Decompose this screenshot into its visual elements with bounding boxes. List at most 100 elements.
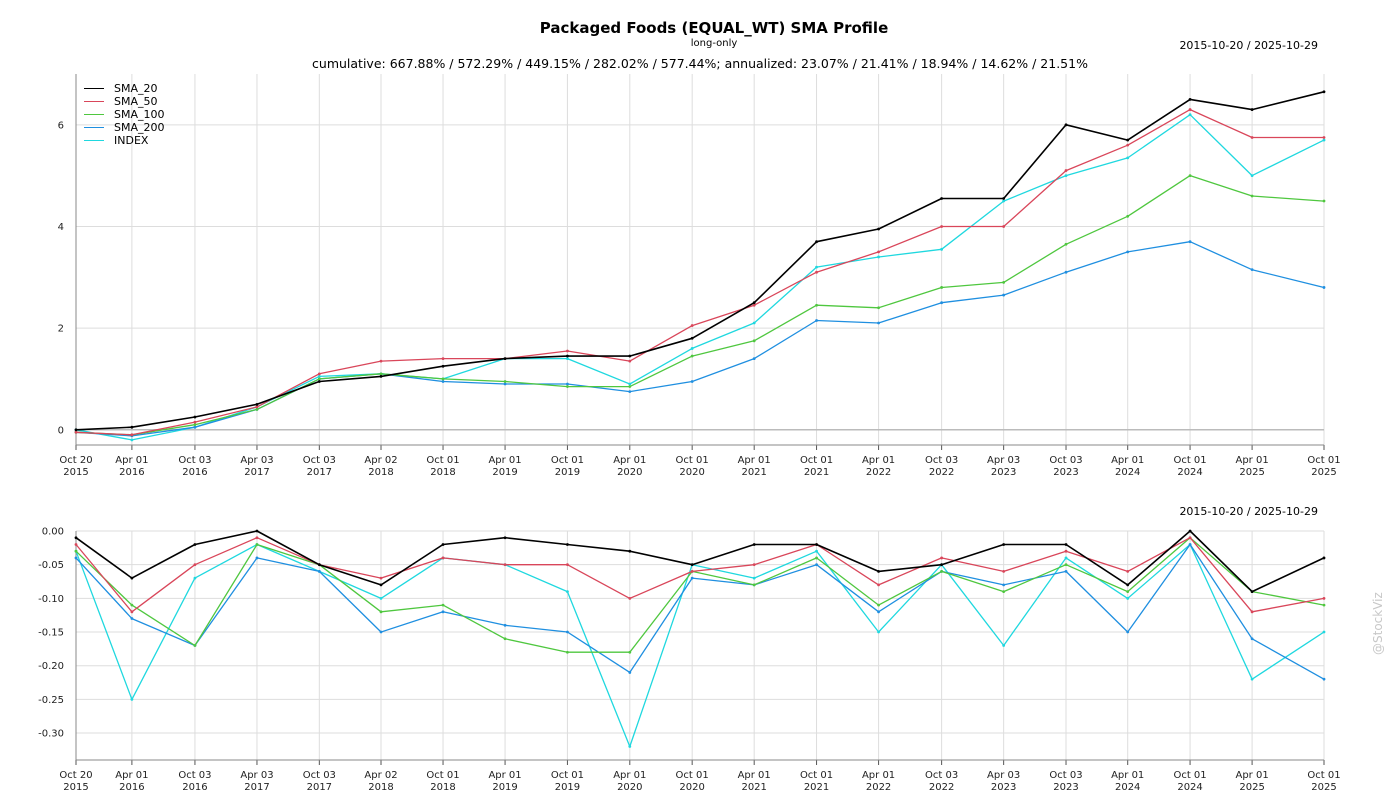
data-point-sma20 — [1002, 543, 1006, 546]
legend-swatch-sma50 — [84, 101, 104, 102]
data-point-sma50 — [1064, 549, 1068, 553]
y-tick-label: -0.30 — [38, 729, 64, 740]
watermark: @StockViz — [1371, 592, 1385, 655]
data-point-index — [1126, 596, 1130, 600]
data-point-sma100 — [1002, 590, 1006, 594]
x-tick-label-year: 2018 — [368, 467, 393, 478]
data-point-sma50 — [877, 250, 880, 254]
legend-item-sma50[interactable]: SMA_50 — [84, 95, 165, 108]
data-point-sma50 — [752, 563, 756, 567]
x-tick-label-year: 2022 — [929, 467, 954, 478]
data-point-sma100 — [752, 339, 756, 343]
data-point-sma20 — [566, 543, 569, 546]
data-point-sma200 — [1250, 637, 1254, 641]
x-tick-label: Apr 01 — [1235, 455, 1268, 466]
legend: SMA_20 SMA_50 SMA_100 SMA_200 INDEX — [84, 82, 165, 147]
x-tick-label: Apr 03 — [240, 455, 273, 466]
x-tick-label-year: 2025 — [1239, 782, 1264, 793]
data-point-sma100 — [441, 603, 445, 607]
data-point-sma200 — [1002, 293, 1006, 297]
data-point-sma50 — [255, 536, 259, 540]
data-point-sma100 — [255, 543, 259, 546]
data-point-sma200 — [255, 556, 259, 560]
x-tick-label-year: 2017 — [307, 782, 332, 793]
data-point-sma100 — [1188, 174, 1192, 178]
data-point-sma20 — [503, 536, 507, 540]
x-tick-label: Apr 01 — [613, 455, 646, 466]
legend-item-sma200[interactable]: SMA_200 — [84, 121, 165, 134]
x-tick-label: Apr 01 — [1111, 455, 1144, 466]
data-point-sma100 — [566, 650, 569, 654]
data-point-sma50 — [815, 270, 818, 274]
data-point-sma200 — [1250, 268, 1254, 272]
y-tick-label: 2 — [58, 324, 64, 335]
series-line-sma100 — [75, 174, 1325, 436]
data-point-index — [752, 576, 756, 580]
data-point-sma20 — [1322, 556, 1326, 560]
x-tick-label-year: 2020 — [617, 467, 642, 478]
x-tick-label: Apr 01 — [613, 770, 646, 781]
data-point-sma200 — [130, 617, 134, 620]
x-tick-label: Oct 01 — [676, 455, 709, 466]
data-point-sma200 — [193, 425, 197, 429]
y-tick-label: -0.10 — [38, 594, 64, 605]
x-tick-label: Apr 01 — [1111, 770, 1144, 781]
x-tick-label-year: 2022 — [866, 467, 891, 478]
series-line-sma50 — [75, 108, 1324, 436]
data-point-sma20 — [1250, 108, 1254, 111]
data-point-sma50 — [1126, 570, 1130, 573]
data-point-sma200 — [877, 610, 880, 614]
x-tick-label: Oct 01 — [551, 770, 584, 781]
data-point-sma50 — [255, 405, 259, 409]
data-point-sma20 — [815, 240, 818, 244]
x-tick-label-year: 2023 — [991, 467, 1016, 478]
data-point-sma100 — [628, 650, 632, 654]
data-point-sma20 — [1002, 197, 1006, 200]
x-tick-label-year: 2016 — [182, 467, 207, 478]
data-point-sma20 — [317, 380, 321, 383]
data-point-index — [690, 347, 694, 350]
data-point-sma100 — [1322, 603, 1326, 607]
data-point-sma100 — [1126, 590, 1130, 594]
data-point-sma50 — [1002, 570, 1006, 573]
data-point-sma100 — [130, 603, 134, 607]
series-line-sma50 — [75, 537, 1325, 613]
data-point-sma200 — [877, 321, 880, 325]
data-point-sma50 — [628, 596, 632, 600]
x-tick-label-year: 2025 — [1311, 782, 1336, 793]
data-point-sma20 — [1126, 138, 1130, 142]
data-point-sma100 — [379, 372, 383, 376]
data-point-sma100 — [1322, 199, 1326, 203]
data-point-sma50 — [1126, 143, 1130, 147]
legend-item-index[interactable]: INDEX — [84, 134, 165, 147]
legend-item-sma100[interactable]: SMA_100 — [84, 108, 165, 121]
data-point-sma50 — [1188, 108, 1192, 111]
legend-item-sma20[interactable]: SMA_20 — [84, 82, 165, 95]
data-point-sma50 — [690, 570, 694, 573]
legend-label-sma200: SMA_200 — [114, 121, 165, 134]
x-tick-label: Oct 03 — [178, 770, 211, 781]
data-point-index — [193, 576, 197, 580]
data-point-sma20 — [74, 428, 78, 432]
data-point-index — [130, 438, 134, 442]
data-point-sma100 — [877, 603, 880, 607]
x-tick-label-year: 2018 — [430, 782, 455, 793]
x-tick-label: Oct 03 — [303, 770, 336, 781]
x-tick-label-year: 2023 — [1053, 467, 1078, 478]
data-point-sma50 — [441, 357, 445, 361]
data-point-sma100 — [690, 354, 694, 358]
chart-subtitle: long-only — [690, 38, 738, 49]
data-point-sma200 — [379, 630, 383, 634]
x-tick-label-year: 2016 — [119, 782, 144, 793]
x-tick-label-year: 2019 — [555, 782, 580, 793]
x-tick-label-year: 2020 — [617, 782, 642, 793]
data-point-sma200 — [815, 563, 818, 567]
data-point-index — [1064, 556, 1068, 560]
data-point-sma100 — [628, 385, 632, 388]
data-point-sma50 — [566, 349, 569, 353]
data-point-sma200 — [690, 380, 694, 383]
data-point-sma50 — [752, 303, 756, 307]
data-point-sma50 — [130, 433, 134, 437]
